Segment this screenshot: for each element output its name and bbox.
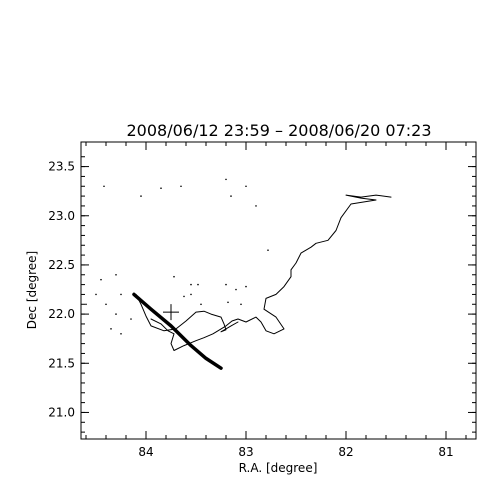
data-point [103, 185, 105, 188]
data-point [183, 295, 185, 298]
data-point [225, 283, 227, 286]
y-tick-label: 21.0 [48, 405, 75, 419]
series-layer [85, 178, 392, 370]
data-point [105, 303, 107, 306]
data-point [235, 288, 237, 291]
data-point [95, 293, 97, 296]
data-point [140, 195, 142, 197]
data-point [190, 283, 192, 286]
data-point [240, 303, 242, 306]
trajectory-line [135, 293, 239, 333]
chart-title: 2008/06/12 23:59 – 2008/06/20 07:23 [127, 121, 432, 140]
x-tick-label: 84 [138, 445, 153, 459]
data-point [85, 303, 87, 306]
thick-track-line [132, 292, 223, 370]
data-point [110, 328, 112, 330]
data-point [190, 293, 192, 296]
trajectory-line [150, 194, 392, 351]
data-point [180, 185, 182, 188]
axis-ticks [81, 142, 476, 439]
x-tick-label: 81 [438, 445, 453, 459]
data-point [197, 283, 199, 286]
data-point [115, 273, 117, 276]
data-point [160, 187, 162, 190]
marker-layer [163, 304, 179, 321]
data-point [255, 205, 257, 207]
data-point [120, 332, 122, 335]
plot-frame [80, 141, 477, 440]
y-axis-label: Dec [degree] [25, 251, 39, 329]
data-point [100, 278, 102, 281]
x-tick-label: 83 [238, 445, 253, 459]
data-point [225, 178, 227, 181]
data-point [173, 275, 175, 278]
y-tick-label: 21.5 [48, 356, 75, 370]
data-point [200, 303, 202, 306]
x-tick-label: 82 [338, 445, 353, 459]
data-point [227, 301, 229, 304]
data-point [267, 249, 269, 251]
data-point [115, 313, 117, 315]
tick-labels: 84 83 82 81 21.0 21.5 22.0 22.5 23.0 23.5 [48, 160, 453, 459]
y-tick-label: 22.5 [48, 258, 75, 272]
data-point [245, 285, 247, 288]
data-point [130, 318, 132, 320]
data-point [230, 195, 232, 197]
data-point [245, 185, 247, 188]
y-tick-label: 23.5 [48, 160, 75, 174]
x-axis-label: R.A. [degree] [239, 461, 318, 475]
y-tick-label: 23.0 [48, 209, 75, 223]
y-tick-label: 22.0 [48, 307, 75, 321]
data-point [120, 293, 122, 296]
